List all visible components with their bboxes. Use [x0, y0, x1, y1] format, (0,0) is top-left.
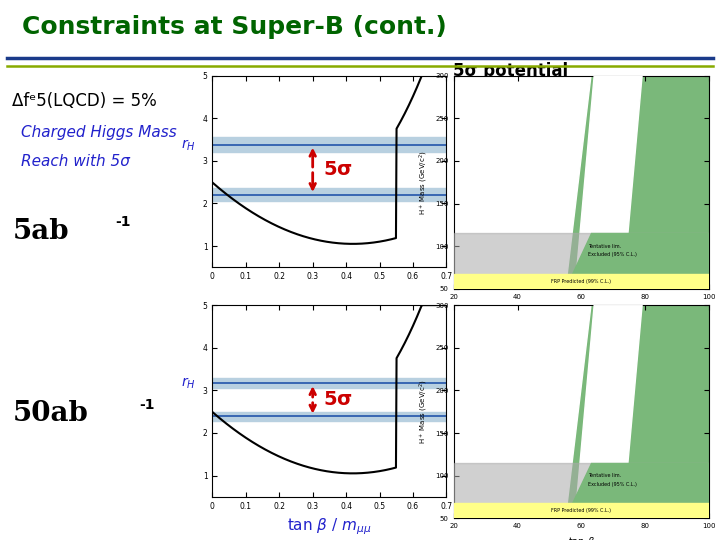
- Text: $r_H$: $r_H$: [181, 376, 196, 391]
- Text: Reach with 5σ: Reach with 5σ: [20, 153, 130, 168]
- Polygon shape: [502, 76, 591, 289]
- Text: Excluded (95% C.L.): Excluded (95% C.L.): [588, 482, 636, 487]
- Text: $\mathbf{5\sigma}$: $\mathbf{5\sigma}$: [323, 390, 353, 409]
- Bar: [212, 411, 446, 421]
- Text: Constraints at Super-B (cont.): Constraints at Super-B (cont.): [22, 15, 446, 39]
- Text: $\mathbf{5\sigma}$: $\mathbf{5\sigma}$: [323, 160, 353, 179]
- Polygon shape: [565, 233, 709, 289]
- Text: FRP Predicted (99% C.L.): FRP Predicted (99% C.L.): [552, 279, 611, 284]
- Polygon shape: [454, 76, 536, 289]
- Bar: [212, 188, 446, 201]
- Bar: [212, 137, 446, 152]
- Text: Tentative lim.: Tentative lim.: [588, 244, 621, 249]
- Polygon shape: [454, 305, 536, 518]
- Text: 5σ potential: 5σ potential: [452, 62, 567, 80]
- Polygon shape: [454, 463, 709, 518]
- Text: -1: -1: [115, 215, 130, 229]
- Polygon shape: [454, 233, 709, 289]
- Bar: [212, 379, 446, 388]
- Polygon shape: [575, 76, 642, 289]
- Text: Charged Higgs Mass: Charged Higgs Mass: [20, 125, 176, 140]
- Polygon shape: [502, 305, 591, 518]
- Bar: [454, 274, 709, 289]
- Bar: [454, 503, 709, 518]
- Text: FRP Predicted (99% C.L.): FRP Predicted (99% C.L.): [552, 508, 611, 513]
- Polygon shape: [575, 305, 642, 518]
- Text: 50ab: 50ab: [12, 400, 88, 427]
- Polygon shape: [565, 463, 709, 518]
- Y-axis label: H$^+$ Mass (GeV/c$^2$): H$^+$ Mass (GeV/c$^2$): [418, 150, 430, 214]
- Text: Excluded (95% C.L.): Excluded (95% C.L.): [588, 253, 636, 258]
- Text: Tentative lim.: Tentative lim.: [588, 474, 621, 478]
- Text: $r_H$: $r_H$: [181, 137, 196, 152]
- Text: Δfᵉ5(LQCD) = 5%: Δfᵉ5(LQCD) = 5%: [12, 92, 157, 110]
- Text: -1: -1: [140, 398, 155, 412]
- X-axis label: tan $\beta$: tan $\beta$: [568, 535, 595, 540]
- Y-axis label: H$^+$ Mass (GeV/c$^2$): H$^+$ Mass (GeV/c$^2$): [418, 380, 430, 444]
- Text: 5ab: 5ab: [12, 218, 69, 245]
- X-axis label: tan $\beta$ / $m_{\mu\mu}$: tan $\beta$ / $m_{\mu\mu}$: [287, 516, 372, 537]
